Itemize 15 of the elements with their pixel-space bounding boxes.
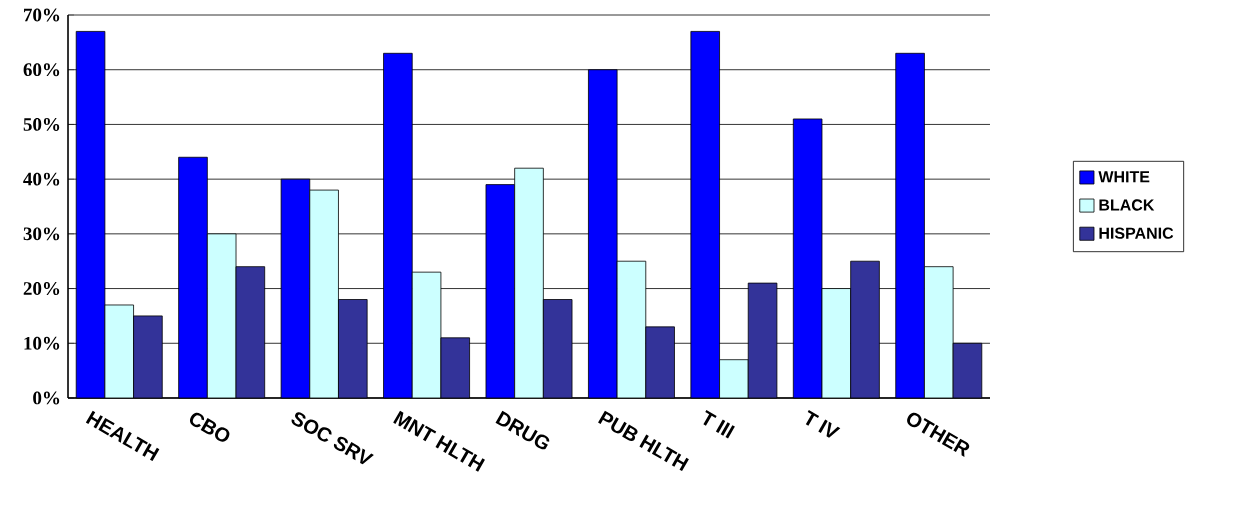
y-tick-label: 20% (23, 282, 60, 296)
legend-label: HISPANIC (1099, 227, 1174, 239)
legend-label: WHITE (1098, 171, 1150, 183)
y-tick-label: 40% (23, 172, 60, 186)
x-tick-label: CBO (189, 412, 230, 442)
y-tick-label: 30% (23, 227, 60, 241)
x-tick-label: T IV (805, 410, 841, 438)
y-tick-label: 50% (23, 117, 60, 131)
y-tick-label: 60% (23, 63, 60, 77)
legend-label: BLACK (1099, 199, 1155, 211)
y-tick-label: 0% (33, 391, 60, 405)
y-tick-label: 70% (24, 8, 60, 22)
y-tick-label: 10% (24, 336, 60, 350)
x-tick-label: T III (703, 410, 735, 439)
x-tick-label: SOC SRV (291, 412, 374, 465)
